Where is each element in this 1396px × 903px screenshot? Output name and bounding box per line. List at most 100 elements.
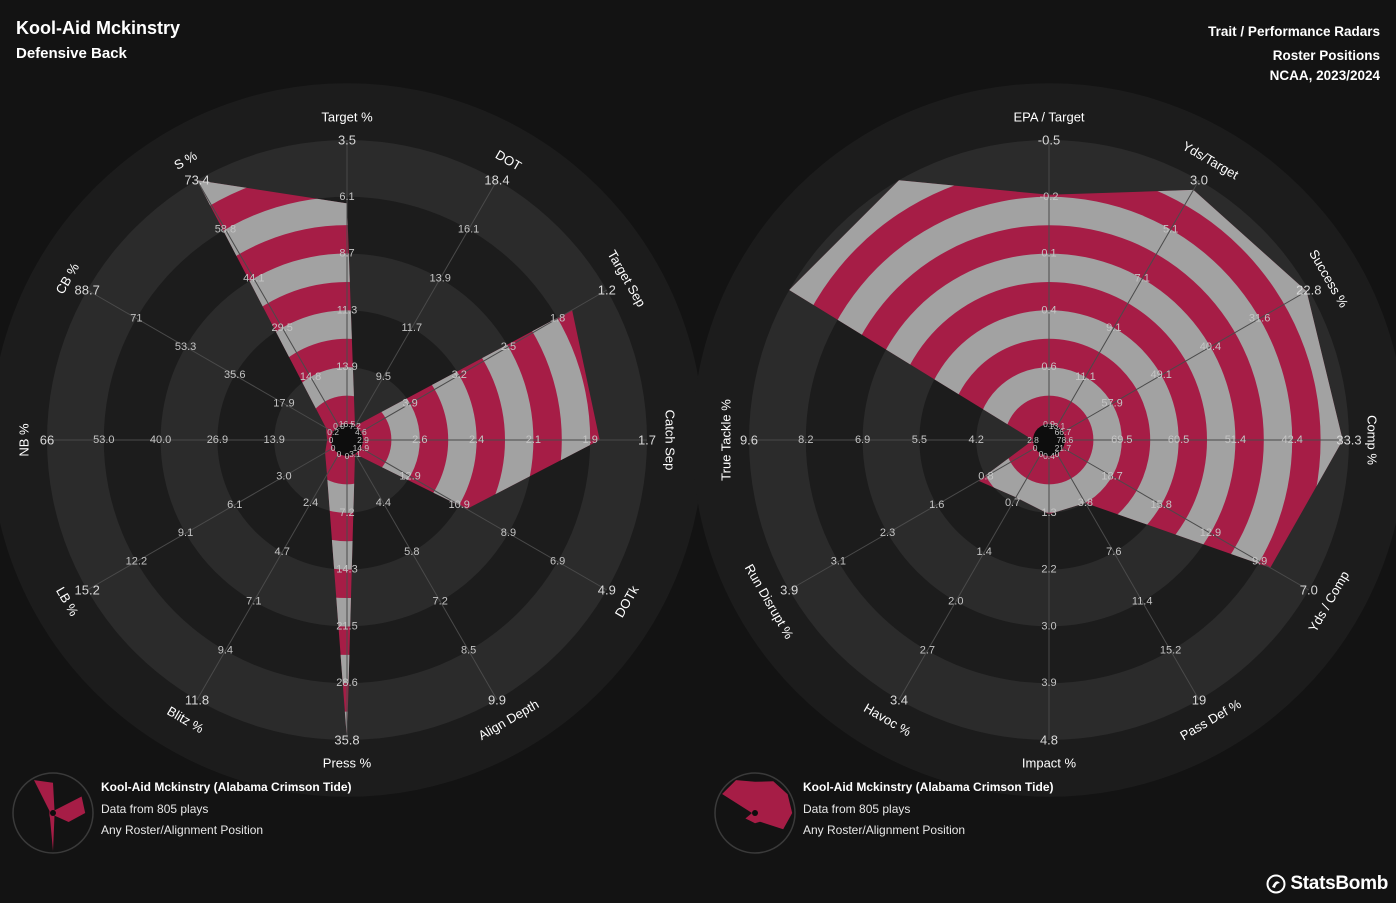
radar-tick-label: 53.3: [175, 341, 196, 353]
radar-tick-label: 9.1: [1106, 322, 1121, 334]
mini-radar-outline: [12, 772, 94, 854]
radar-tick-label: 4.4: [376, 497, 391, 509]
radar-tick-label: -0.2: [1040, 191, 1059, 203]
radar-tick-label: 73.4: [184, 173, 209, 188]
radar-tick-label: 9.1: [178, 527, 193, 539]
radar-tick-label: 40.4: [1200, 341, 1221, 353]
radar-tick-label: 16.1: [458, 223, 479, 235]
radar-center: [1033, 424, 1065, 456]
radar-tick-label: 1.2: [598, 283, 616, 298]
radar-tick-label: 0.6: [1041, 361, 1056, 373]
mini-radar-center: [752, 810, 758, 816]
radar-spoke: [354, 179, 498, 427]
radar-tick-label: 71: [130, 312, 142, 324]
radar-tick-label: 12.9: [1200, 527, 1221, 539]
radar-tick-label: 28.6: [336, 677, 357, 689]
radar-tick-label: 0: [345, 451, 350, 461]
radar-tick-label: 88.7: [75, 283, 100, 298]
chart-title: Trait / Performance Radars: [1208, 24, 1380, 39]
radar-tick-label: 3.9: [402, 398, 417, 410]
radar-tick-label: 1.4: [977, 546, 992, 558]
radar-tick-label: 0.9: [1043, 419, 1055, 429]
radar-tick-label: 15.2: [75, 583, 100, 598]
radar-spoke: [360, 289, 608, 433]
radar-tick-label: 5.8: [404, 546, 419, 558]
radar-spoke: [1056, 453, 1200, 701]
radar-tick-label: 12.2: [126, 556, 147, 568]
radar-spoke: [788, 447, 1036, 591]
radar-tick-label: 66.7: [1055, 427, 1072, 437]
radar-tick-label: 4.2: [969, 434, 984, 446]
radar-spoke: [360, 447, 608, 591]
radar-tick-label: 35.8: [334, 733, 359, 748]
radar-axis-label: Comp %: [1365, 415, 1380, 465]
radar-tick-label: 17.9: [273, 398, 294, 410]
radar-center: [331, 424, 363, 456]
radar-spoke: [86, 447, 334, 591]
legend-trait: Kool-Aid Mckinstry (Alabama Crimson Tide…: [101, 777, 351, 842]
radar-tick-label: 0: [1033, 443, 1038, 453]
mini-radar-center: [50, 810, 56, 816]
statsbomb-icon: [1266, 874, 1286, 894]
radar-axis-label: Impact %: [1022, 756, 1077, 771]
radar-tick-label: 0.0: [333, 421, 345, 431]
radar-tick-label: 14.8: [300, 371, 321, 383]
radar-tick-label: -0.5: [1038, 133, 1060, 148]
radar-tick-label: 8.9: [501, 527, 516, 539]
radar-tick-label: 2.9: [357, 435, 369, 445]
radar-spoke: [354, 453, 498, 701]
radar-tick-label: 26.9: [207, 434, 228, 446]
radar-tick-label: 9.6: [740, 433, 758, 448]
radar-tick-label: 1.3: [1041, 507, 1056, 519]
radar-tick-label: 7.2: [433, 595, 448, 607]
radar-tick-label: 4.9: [598, 583, 616, 598]
radar-tick-label: 2.3: [880, 527, 895, 539]
radar-tick-label: 13.9: [263, 434, 284, 446]
radar-tick-label: 2.4: [469, 434, 484, 446]
radar-tick-label: 13.9: [429, 273, 450, 285]
radar-tick-label: 3.1: [831, 556, 846, 568]
radar-tick-label: 3.9: [1041, 677, 1056, 689]
radar-tick-label: 18.7: [1101, 470, 1122, 482]
radar-spoke: [196, 453, 340, 701]
radar-tick-label: 51.4: [1225, 434, 1246, 446]
radar-axis-label: Target %: [321, 110, 373, 125]
radar-axis-label: EPA / Target: [1013, 110, 1084, 125]
radar-tick-label: 3.0: [1190, 173, 1208, 188]
radar-tick-label: 0: [337, 449, 342, 459]
radar-tick-label: 11.1: [1075, 371, 1096, 383]
radar-tick-label: 21.5: [336, 620, 357, 632]
radar-axis-label: Press %: [323, 756, 372, 771]
radar-tick-label: 1.8: [550, 312, 565, 324]
radar-tick-label: 0.7: [1005, 497, 1020, 509]
radar-tick-label: 5.1: [1163, 223, 1178, 235]
radar-tick-label: 2.5: [501, 341, 516, 353]
player-stripe: [976, 367, 1122, 513]
radar-tick-label: 8.5: [461, 645, 476, 657]
position-name: Defensive Back: [16, 45, 127, 62]
radar-tick-label: 35.6: [224, 369, 245, 381]
radar-tick-label: 14.3: [336, 564, 357, 576]
radar-tick-label: 42.4: [1281, 434, 1302, 446]
radar-tick-label: 18.4: [484, 173, 509, 188]
radar-tick-label: 1.7: [638, 433, 656, 448]
radar-tick-label: 6.1: [227, 499, 242, 511]
player-polygon: [722, 780, 793, 830]
radar-tick-label: 8.7: [339, 248, 354, 260]
radar-spoke: [196, 179, 340, 427]
radar-tick-label: 7.1: [1135, 273, 1150, 285]
competition-season: NCAA, 2023/2024: [1269, 68, 1380, 83]
radar-tick-label: 0.4: [1041, 304, 1056, 316]
radar-tick-label: 0: [1055, 449, 1060, 459]
radar-tick-label: 29.5: [271, 322, 292, 334]
radar-tick-label: 0.4: [1043, 451, 1055, 461]
radar-tick-label: 53.0: [93, 434, 114, 446]
mini-radar-0: [12, 772, 94, 854]
radar-tick-label: 7.1: [246, 595, 261, 607]
radar-tick-label: 16.5: [339, 419, 356, 429]
radar-tick-label: 11.4: [1132, 595, 1153, 607]
radar-tick-label: 14.9: [353, 443, 370, 453]
radar-tick-label: 1.9: [583, 434, 598, 446]
radar-tick-label: 57.9: [1101, 398, 1122, 410]
